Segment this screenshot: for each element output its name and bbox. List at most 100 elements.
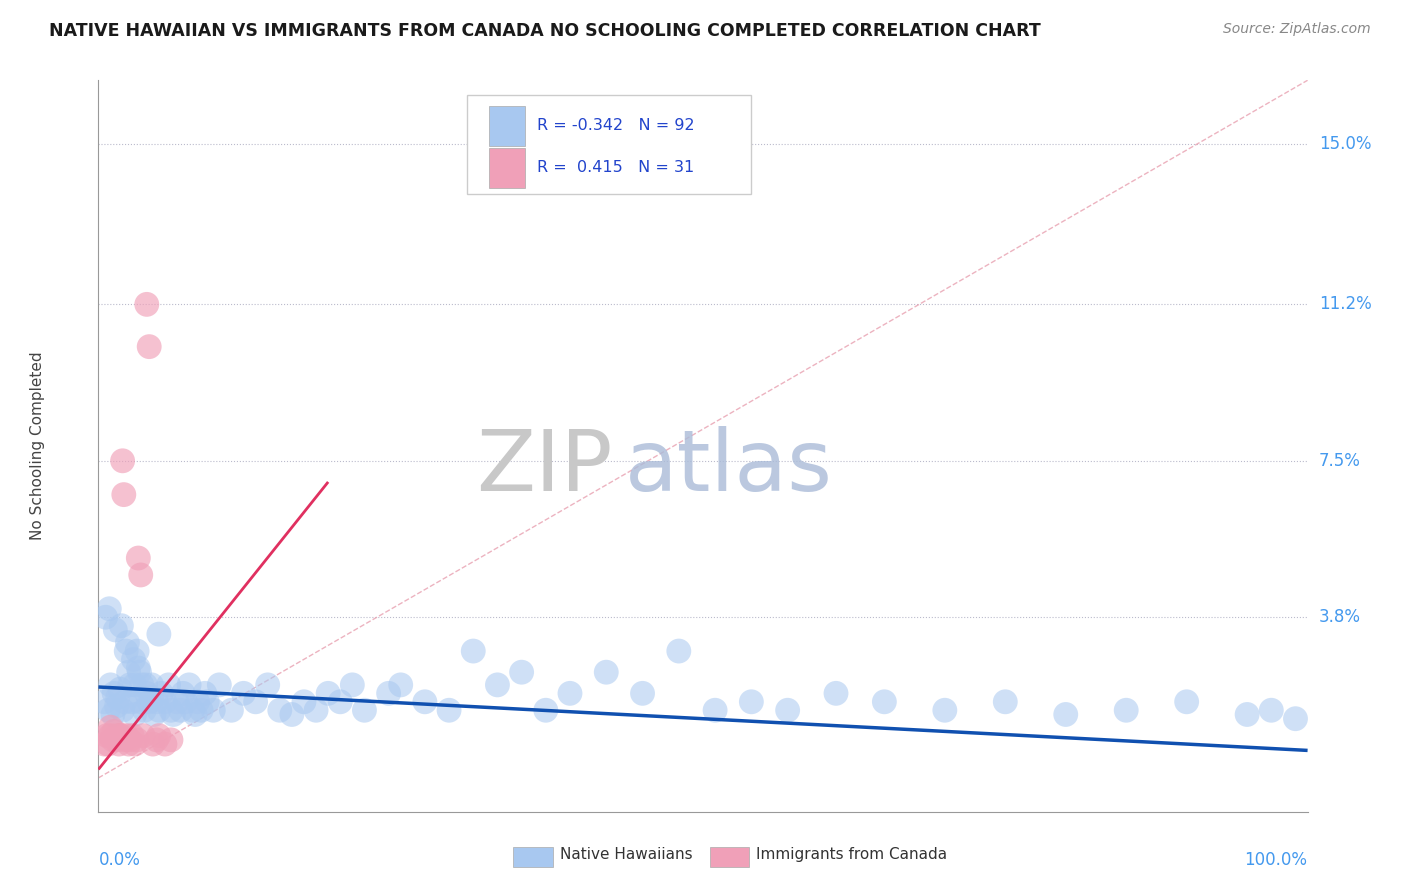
Text: R = -0.342   N = 92: R = -0.342 N = 92 [537,119,695,133]
Point [93,737,115,751]
Point [128,665,150,680]
Point [148,627,170,641]
Point [389,678,412,692]
Point [127,661,149,675]
Text: Immigrants from Canada: Immigrants from Canada [756,847,948,862]
Point [100,729,122,743]
Text: R =  0.415   N = 31: R = 0.415 N = 31 [537,161,695,176]
Point [305,703,328,717]
Point [127,644,149,658]
Point [129,568,152,582]
Point [110,729,132,743]
Point [108,729,131,743]
Point [118,678,141,692]
Point [115,729,138,743]
Point [558,686,581,700]
Point [994,695,1017,709]
Point [110,618,132,632]
Point [97,703,120,717]
Point [437,703,460,717]
Point [121,729,143,743]
Point [776,703,799,717]
Point [148,729,170,743]
FancyBboxPatch shape [467,95,751,194]
Text: 0.0%: 0.0% [98,851,141,869]
Point [129,695,152,709]
Point [122,652,145,666]
Point [118,665,141,680]
Point [1054,707,1077,722]
Point [157,678,180,692]
Point [141,678,163,692]
Point [103,724,125,739]
Text: 100.0%: 100.0% [1244,851,1308,869]
Point [1115,703,1137,717]
Point [179,678,201,692]
Point [256,678,278,692]
Point [181,703,204,717]
Point [160,703,183,717]
Point [825,686,848,700]
Point [1284,712,1306,726]
Point [174,695,197,709]
Point [316,686,339,700]
Text: No Schooling Completed: No Schooling Completed [31,351,45,541]
Point [704,703,727,717]
Point [138,695,160,709]
Point [105,699,128,714]
Point [98,601,121,615]
Point [135,678,157,692]
Point [96,729,118,743]
Point [118,737,141,751]
Point [195,695,218,709]
Point [292,695,315,709]
Point [153,695,176,709]
Point [145,732,167,747]
Point [187,695,209,709]
Point [114,732,136,747]
Point [208,678,231,692]
Text: atlas: atlas [624,426,832,509]
Point [114,695,136,709]
Text: ZIP: ZIP [475,426,613,509]
Point [94,610,117,624]
Point [138,340,160,354]
Point [142,737,165,751]
Point [150,686,173,700]
Text: 11.2%: 11.2% [1319,295,1371,313]
Point [93,695,115,709]
Point [97,737,120,751]
Point [117,635,139,649]
Point [1236,707,1258,722]
Point [104,623,127,637]
Point [121,695,143,709]
Text: Source: ZipAtlas.com: Source: ZipAtlas.com [1223,22,1371,37]
Point [143,707,166,722]
Point [668,644,690,658]
Point [190,703,212,717]
FancyBboxPatch shape [489,105,526,146]
Point [124,678,146,692]
Point [162,707,184,722]
Point [510,665,533,680]
Text: 15.0%: 15.0% [1319,135,1371,153]
Point [934,703,956,717]
Point [595,665,617,680]
Point [108,737,131,751]
Point [353,703,375,717]
Point [631,686,654,700]
Point [101,707,124,722]
Point [169,703,191,717]
Point [134,703,156,717]
Point [232,686,254,700]
Point [160,732,183,747]
Point [100,678,122,692]
Point [377,686,399,700]
Point [148,703,170,717]
Point [1260,703,1282,717]
Point [132,729,155,743]
Point [413,695,436,709]
Point [221,703,243,717]
Point [127,732,149,747]
Point [124,737,146,751]
